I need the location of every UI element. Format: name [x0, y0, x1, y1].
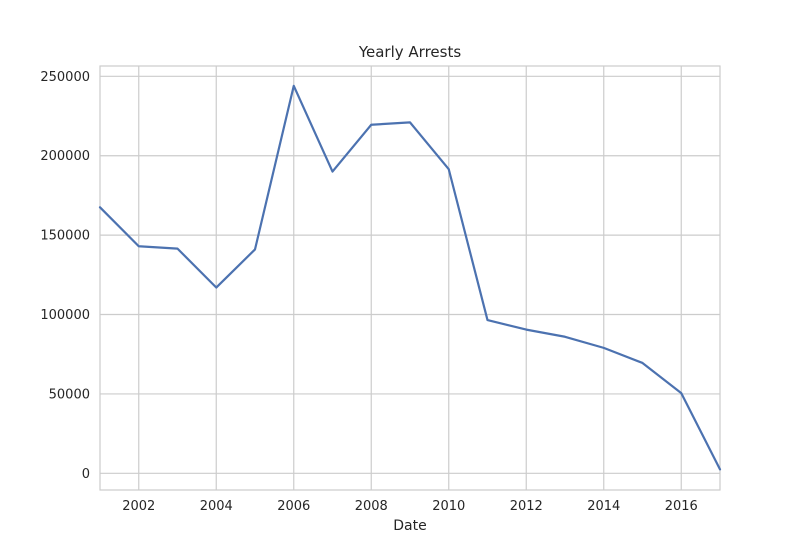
data-point — [718, 467, 722, 471]
y-tick-label: 150000 — [40, 229, 90, 244]
y-tick-label: 50000 — [49, 387, 90, 402]
series-line — [98, 84, 722, 471]
data-point — [98, 205, 102, 209]
data-point — [331, 170, 335, 174]
data-point — [447, 167, 451, 171]
y-tick-label: 0 — [82, 467, 90, 482]
y-tick-label: 200000 — [40, 149, 90, 164]
data-point — [486, 318, 490, 322]
data-point — [176, 247, 180, 251]
data-point — [253, 247, 257, 251]
x-axis-label: Date — [393, 518, 426, 534]
data-point — [369, 123, 373, 127]
data-point — [292, 84, 296, 88]
data-point — [602, 346, 606, 350]
x-tick-label: 2012 — [510, 499, 543, 514]
data-point — [214, 286, 218, 290]
y-tick-label: 100000 — [40, 308, 90, 323]
plot-area — [98, 65, 722, 491]
x-tick-label: 2016 — [665, 499, 698, 514]
x-tick-label: 2014 — [587, 499, 620, 514]
x-axis-ticks: 2002 2004 2006 2008 2010 2012 2014 2016 — [122, 499, 698, 514]
grid-lines — [100, 66, 720, 490]
chart-title: Yearly Arrests — [358, 43, 461, 61]
x-tick-label: 2006 — [277, 499, 310, 514]
data-point — [679, 391, 683, 395]
data-point — [408, 120, 412, 124]
y-tick-label: 250000 — [40, 70, 90, 85]
y-axis-ticks: 0 50000 100000 150000 200000 250000 — [40, 70, 90, 482]
plot-frame — [99, 65, 721, 491]
data-point — [137, 244, 141, 248]
data-point — [524, 328, 528, 332]
x-tick-label: 2002 — [122, 499, 155, 514]
x-tick-label: 2004 — [200, 499, 233, 514]
data-point — [563, 335, 567, 339]
x-tick-label: 2010 — [432, 499, 465, 514]
x-tick-label: 2008 — [355, 499, 388, 514]
data-points — [98, 84, 722, 472]
data-point — [641, 361, 645, 365]
